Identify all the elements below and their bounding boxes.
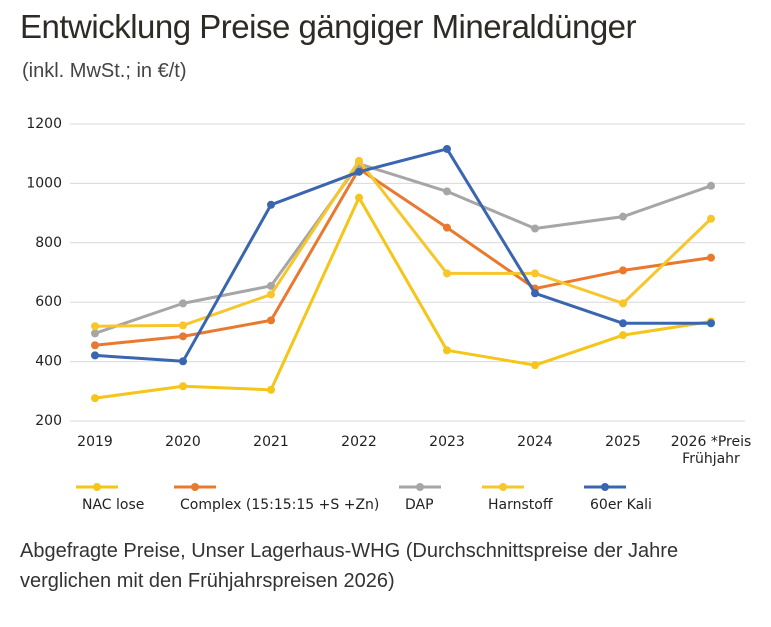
point — [267, 200, 275, 209]
x-tick-label: 2026 *Preis Frühjahr — [670, 434, 752, 467]
point — [707, 181, 715, 190]
legend-label: 60er Kali — [590, 497, 652, 513]
series-line — [94, 147, 711, 363]
y-tick-label: 1000 — [26, 175, 62, 191]
legend-swatch — [191, 483, 199, 491]
y-tick-label: 600 — [35, 294, 62, 310]
series-line — [94, 159, 713, 328]
point — [443, 269, 451, 278]
point — [355, 156, 363, 165]
x-tick-label: 2023 — [429, 434, 465, 450]
point — [91, 329, 99, 338]
point — [91, 322, 99, 331]
chart-subtitle: (inkl. MwSt.; in €/t) — [22, 60, 187, 82]
point — [619, 266, 627, 275]
point — [619, 319, 627, 328]
point — [179, 332, 187, 341]
chart-title: Entwicklung Preise gängiger Mineraldünge… — [20, 8, 637, 45]
point — [355, 193, 363, 202]
legend-label: DAP — [405, 497, 434, 513]
point — [443, 144, 451, 153]
point — [179, 357, 187, 366]
legend-swatch — [93, 483, 101, 491]
point — [619, 299, 627, 308]
point — [91, 351, 99, 360]
point — [91, 341, 99, 350]
point — [531, 361, 539, 370]
point — [531, 289, 539, 298]
caption: Abgefragte Preise, Unser Lagerhaus-WHG (… — [20, 540, 679, 592]
point — [707, 319, 715, 328]
point — [443, 223, 451, 232]
point — [707, 214, 715, 223]
point — [443, 346, 451, 355]
point — [267, 385, 275, 394]
x-tick-label: 2025 — [605, 434, 641, 450]
legend-swatch — [416, 483, 424, 491]
x-tick-label: 2022 — [341, 434, 377, 450]
legend-label: Harnstoff — [488, 497, 553, 513]
x-tick-label: 2020 — [165, 434, 201, 450]
legend-swatch — [601, 483, 609, 491]
y-tick-label: 800 — [35, 235, 62, 251]
point — [619, 331, 627, 340]
series-line — [94, 162, 712, 335]
point — [619, 212, 627, 221]
legend-swatch — [499, 483, 507, 491]
series-line — [94, 196, 712, 400]
y-tick-label: 200 — [35, 413, 62, 429]
point — [179, 321, 187, 330]
series-line — [94, 167, 712, 347]
point — [179, 299, 187, 308]
x-tick-label: 2019 — [77, 434, 113, 450]
point — [355, 167, 363, 176]
point — [443, 187, 451, 196]
point — [91, 394, 99, 403]
point — [267, 281, 275, 290]
y-tick-label: 1200 — [26, 116, 62, 132]
y-tick-label: 400 — [35, 354, 62, 370]
x-tick-label: 2024 — [517, 434, 553, 450]
point — [179, 382, 187, 391]
point — [267, 290, 275, 299]
point — [707, 253, 715, 262]
point — [531, 269, 539, 278]
point — [267, 316, 275, 325]
legend-label: Complex (15:15:15 +S +Zn) — [180, 497, 379, 513]
point — [531, 224, 539, 233]
x-tick-label: 2021 — [253, 434, 289, 450]
legend-label: NAC lose — [82, 497, 144, 513]
